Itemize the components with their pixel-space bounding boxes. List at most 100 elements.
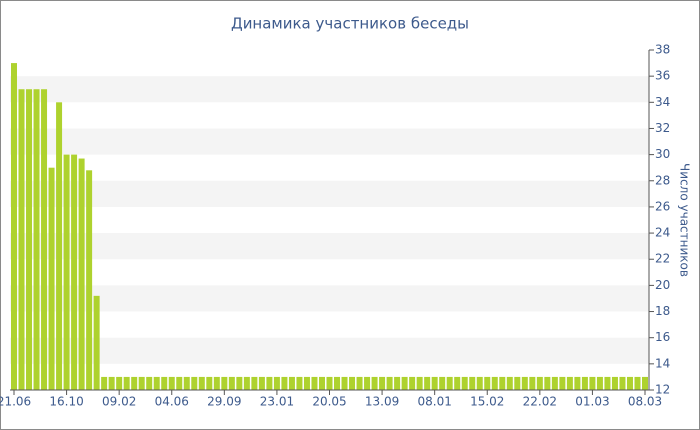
bar <box>138 376 145 390</box>
bar <box>491 376 498 390</box>
bar <box>191 376 198 390</box>
grid-band <box>10 285 649 312</box>
bar <box>349 376 356 390</box>
y-tick-label: 12 <box>655 383 670 397</box>
bar <box>566 376 573 390</box>
bar <box>409 376 416 390</box>
y-tick-label: 34 <box>655 95 670 109</box>
bar <box>176 376 183 390</box>
bar <box>228 376 235 390</box>
grid-band <box>10 233 649 260</box>
bar <box>273 376 280 390</box>
bar <box>461 376 468 390</box>
bar <box>198 376 205 390</box>
bar <box>101 376 108 390</box>
bar <box>18 89 25 390</box>
bar <box>439 376 446 390</box>
bar <box>213 376 220 390</box>
y-tick-label: 30 <box>655 147 670 161</box>
bar <box>258 376 265 390</box>
bar <box>574 376 581 390</box>
bar <box>514 376 521 390</box>
bar <box>153 376 160 390</box>
x-tick-label: 01.03 <box>575 395 609 409</box>
bar <box>506 376 513 390</box>
x-tick-label: 04.06 <box>155 395 189 409</box>
bar <box>131 376 138 390</box>
bar <box>281 376 288 390</box>
y-axis-label: Число участников <box>678 163 692 277</box>
bar <box>401 376 408 390</box>
bar <box>386 376 393 390</box>
bar <box>93 295 100 390</box>
bar <box>559 376 566 390</box>
x-tick-label: 20.05 <box>312 395 346 409</box>
grid-band <box>10 337 649 364</box>
bar <box>589 376 596 390</box>
bar <box>334 376 341 390</box>
x-tick-label: 09.02 <box>102 395 136 409</box>
x-tick-label: 15.02 <box>470 395 504 409</box>
x-tick-label: 22.02 <box>523 395 557 409</box>
bar <box>123 376 130 390</box>
bar <box>596 376 603 390</box>
bar <box>221 376 228 390</box>
y-tick-label: 16 <box>655 330 670 344</box>
y-tick-label: 38 <box>655 43 670 57</box>
bar <box>619 376 626 390</box>
bar <box>604 376 611 390</box>
grid-band <box>10 76 649 103</box>
bar <box>236 376 243 390</box>
bar <box>626 376 633 390</box>
x-tick-label: 29.09 <box>207 395 241 409</box>
x-tick-label: 08.01 <box>417 395 451 409</box>
grid-band <box>10 180 649 207</box>
y-tick-label: 18 <box>655 304 670 318</box>
bar <box>394 376 401 390</box>
bar <box>424 376 431 390</box>
bar <box>536 376 543 390</box>
bar <box>364 376 371 390</box>
bar <box>41 89 48 390</box>
y-tick-label: 24 <box>655 226 670 240</box>
x-tick-label: 13.09 <box>365 395 399 409</box>
y-tick-label: 22 <box>655 252 670 266</box>
bar <box>71 154 78 390</box>
bar <box>108 376 115 390</box>
bar <box>379 376 386 390</box>
bar <box>311 376 318 390</box>
bar <box>356 376 363 390</box>
y-tick-label: 36 <box>655 69 670 83</box>
x-tick-label: 16.10 <box>49 395 83 409</box>
bar <box>446 376 453 390</box>
bar <box>161 376 168 390</box>
bar <box>183 376 190 390</box>
bar <box>318 376 325 390</box>
bar <box>416 376 423 390</box>
bar <box>48 167 55 390</box>
bar <box>544 376 551 390</box>
bar <box>642 376 648 390</box>
y-tick-label: 26 <box>655 199 670 213</box>
bar <box>371 376 378 390</box>
chart-title: Динамика участников беседы <box>231 15 469 33</box>
bar <box>454 376 461 390</box>
bar <box>551 376 558 390</box>
bar <box>634 376 641 390</box>
bar <box>11 63 17 390</box>
bar <box>146 376 153 390</box>
bar <box>611 376 618 390</box>
bar <box>499 376 506 390</box>
bar <box>86 170 93 390</box>
bar <box>529 376 536 390</box>
bar <box>581 376 588 390</box>
bar <box>63 154 70 390</box>
bar <box>476 376 483 390</box>
bar <box>303 376 310 390</box>
bar <box>243 376 250 390</box>
y-tick-label: 20 <box>655 278 670 292</box>
grid-band <box>10 128 649 155</box>
x-tick-label: 23.01 <box>260 395 294 409</box>
bar <box>168 376 175 390</box>
